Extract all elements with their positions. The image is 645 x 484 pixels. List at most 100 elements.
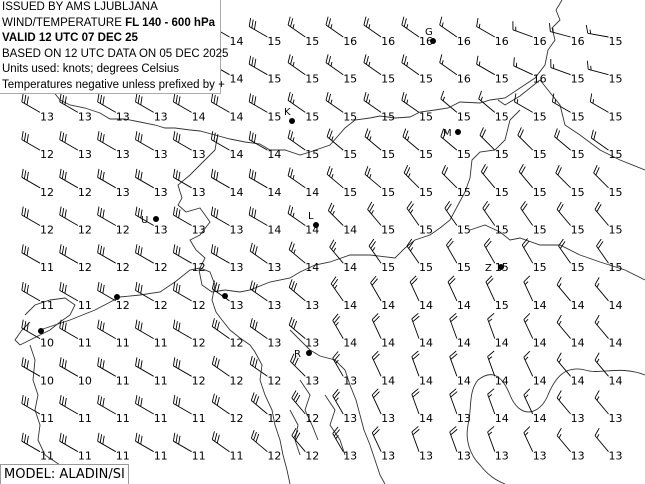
barb-feather: [332, 426, 339, 434]
wind-barb: [593, 164, 609, 189]
barb-feather: [450, 353, 458, 360]
barb-half-feather: [333, 247, 337, 252]
barb-feather: [254, 283, 258, 293]
barb-feather: [482, 166, 488, 175]
barb-feather: [554, 128, 558, 137]
barb-shaft: [370, 282, 382, 302]
wind-barb: [211, 280, 230, 302]
barb-feather: [476, 55, 479, 65]
barb-feather: [178, 322, 181, 332]
barb-half-feather: [331, 173, 334, 179]
temperature-label: 15: [495, 224, 509, 237]
barb-shaft: [21, 101, 41, 113]
barb-feather: [248, 168, 252, 178]
barb-shaft: [332, 395, 344, 415]
barb-feather: [249, 318, 253, 327]
barb-feather: [97, 168, 100, 178]
temperature-label: 12: [40, 148, 54, 161]
temperature-label: 13: [267, 337, 281, 350]
barb-feather: [412, 391, 420, 398]
wind-barb: [21, 394, 41, 415]
coast-kvarner: [289, 329, 386, 484]
temperature-label: 10: [78, 374, 92, 387]
barb-feather: [251, 132, 254, 142]
barb-feather: [26, 134, 29, 143]
barb-shaft: [550, 31, 571, 38]
barb-feather: [64, 134, 67, 143]
barb-feather: [290, 353, 295, 362]
barb-feather: [99, 207, 103, 217]
temperature-label: 12: [154, 299, 168, 312]
wind-barb: [594, 277, 609, 302]
wind-barb: [517, 127, 534, 151]
temperature-label: 12: [192, 261, 206, 274]
barb-shaft: [97, 403, 117, 415]
barb-shaft: [287, 24, 306, 38]
barb-feather: [487, 350, 495, 357]
barb-shaft: [521, 244, 534, 264]
temperature-label: 16: [457, 73, 471, 86]
barb-half-feather: [330, 99, 333, 104]
wind-barb: [329, 239, 344, 264]
temperature-label: 15: [609, 186, 623, 199]
temperature-label: 15: [305, 110, 319, 123]
barb-feather: [135, 357, 138, 366]
wind-barb: [444, 200, 458, 226]
temperature-label: 13: [381, 412, 395, 425]
barb-feather: [137, 283, 140, 292]
barb-shaft: [363, 62, 382, 76]
wind-barb: [449, 312, 458, 339]
temperature-label: 13: [192, 148, 206, 161]
temperature-label: 13: [267, 299, 281, 312]
barb-feather: [412, 315, 420, 323]
barb-feather: [135, 432, 138, 442]
barb-feather: [328, 55, 332, 65]
barb-feather: [251, 170, 254, 179]
barb-shaft: [596, 245, 609, 264]
wind-barb: [556, 390, 571, 415]
barb-feather: [64, 360, 67, 369]
barb-feather: [97, 206, 100, 216]
temperature-label: 12: [78, 224, 92, 237]
wind-barb: [21, 131, 41, 151]
temperature-label: 12: [154, 261, 168, 274]
temperature-label: 11: [230, 450, 244, 463]
barb-feather: [102, 322, 105, 332]
barb-shaft: [287, 175, 306, 189]
barb-feather: [216, 96, 219, 105]
barb-feather: [21, 432, 24, 442]
barb-feather: [248, 131, 252, 140]
barb-feather: [135, 93, 138, 102]
temperature-label: 12: [192, 337, 206, 350]
barb-feather: [172, 432, 176, 442]
barb-feather: [290, 55, 294, 65]
barb-feather: [249, 355, 253, 365]
barb-feather: [26, 209, 29, 219]
wind-barb: [248, 55, 268, 76]
temperature-label: 13: [78, 110, 92, 123]
wind-barb: [210, 93, 230, 113]
temperature-label: 15: [305, 35, 319, 48]
barb-half-feather: [558, 320, 562, 326]
barb-shaft: [371, 357, 382, 377]
wind-barb: [480, 164, 496, 189]
wind-barb: [512, 21, 533, 38]
wind-barb: [441, 164, 458, 189]
barb-shaft: [518, 171, 534, 189]
wind-barb: [363, 54, 382, 76]
barb-half-feather: [334, 284, 338, 289]
wind-barb: [518, 164, 534, 189]
barb-feather: [59, 394, 62, 404]
barb-feather: [409, 275, 417, 283]
temperature-label: 12: [40, 186, 54, 199]
barb-half-feather: [488, 318, 493, 323]
barb-half-feather: [410, 209, 414, 214]
wind-barb: [97, 93, 117, 113]
barb-feather: [556, 277, 562, 286]
barb-shaft: [523, 357, 534, 377]
wind-barb: [411, 388, 420, 415]
barb-feather: [328, 93, 332, 103]
barb-feather: [363, 54, 367, 63]
barb-shaft: [556, 284, 571, 302]
barb-feather: [443, 167, 449, 176]
